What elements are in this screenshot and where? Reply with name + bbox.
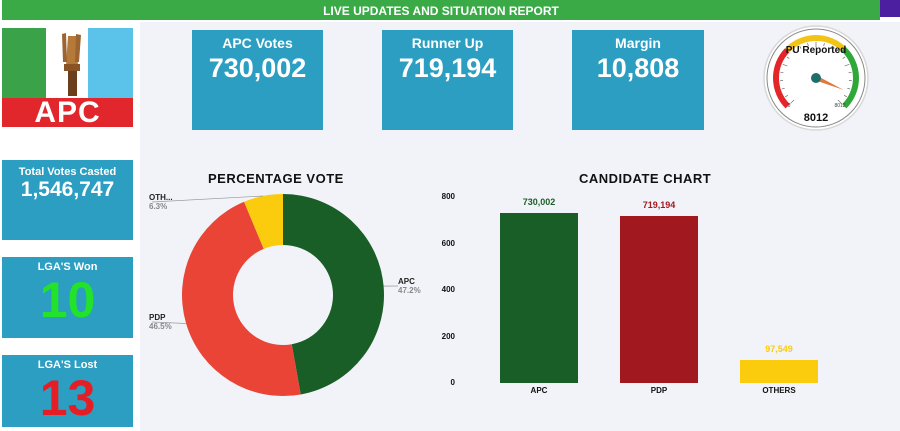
y-tick-label: 600 [441, 238, 455, 248]
x-category-label-apc: APC [530, 386, 548, 395]
pie-leader-line [151, 195, 264, 203]
gauge-tick [790, 99, 795, 104]
y-tick-label: 200 [441, 331, 455, 341]
total-votes-value: 1,546,747 [20, 178, 115, 201]
y-tick-label: 0 [450, 378, 455, 387]
logo-text: APC [2, 98, 133, 128]
bar-others [740, 360, 818, 383]
lgas-lost-card: LGA'S Lost 13 [2, 355, 133, 427]
gauge-tick [792, 50, 795, 54]
gauge-tick [807, 42, 809, 46]
gauge-hub [811, 73, 821, 83]
total-votes-label: Total Votes Casted [18, 166, 117, 178]
apc-logo: APC [2, 28, 133, 128]
gauge-tick [830, 45, 833, 49]
apc-votes-label: APC Votes [222, 35, 293, 51]
page-title: LIVE UPDATES AND SITUATION REPORT [2, 0, 880, 20]
gauge-tick [799, 45, 802, 49]
lgas-won-label: LGA'S Won [37, 261, 98, 273]
gauge-tick [837, 99, 842, 104]
gauge-needle [815, 75, 844, 90]
broom-icon [62, 33, 81, 96]
y-tick-label: 400 [441, 285, 455, 294]
gauge-tick [782, 63, 788, 67]
pie-slice-apc [283, 194, 384, 395]
gauge-tick [786, 56, 790, 59]
pie-leader-line [151, 321, 187, 324]
bar-value-label-others: 97,549 [765, 344, 793, 355]
pie-label-apc: APC 47.2% [398, 277, 421, 295]
gauge-max-label: 8012 [834, 103, 845, 109]
y-tick-label: 800 [441, 192, 455, 201]
x-category-label-pdp: PDP [650, 386, 668, 395]
gauge-tick [842, 56, 846, 59]
runner-up-card: Runner Up 719,194 [382, 30, 513, 130]
bar-apc [500, 213, 578, 383]
margin-value: 10,808 [596, 53, 680, 83]
x-category-label-others: OTHERS [762, 386, 796, 395]
lgas-lost-label: LGA'S Lost [37, 359, 98, 371]
margin-label: Margin [615, 35, 661, 51]
gauge-tick [837, 50, 840, 54]
gauge-value: 8012 [804, 112, 828, 124]
lgas-won-card: LGA'S Won 10 [2, 257, 133, 338]
gauge-title: PU Reported [786, 45, 847, 56]
pie-slice-others [244, 194, 283, 249]
apc-votes-card: APC Votes 730,002 [192, 30, 323, 130]
pie-slice-pdp [182, 201, 301, 396]
bar-value-label-apc: 730,002 [522, 197, 556, 208]
header-bar: LIVE UPDATES AND SITUATION REPORT [0, 0, 900, 22]
pu-reported-gauge: PU Reported 0 8012 8012 [763, 25, 869, 131]
gauge-tick [781, 87, 785, 90]
percentage-vote-chart [151, 194, 399, 396]
gauge-min-label: 0 [788, 103, 791, 109]
pie-label-others: OTH... 6.3% [149, 193, 173, 211]
bar-pdp [620, 215, 698, 383]
pie-label-pdp: PDP 46.5% [149, 313, 172, 331]
gauge-tick [785, 94, 789, 98]
gauge-tick [823, 42, 825, 46]
runner-up-value: 719,194 [398, 53, 497, 83]
gauge-tick [843, 94, 847, 98]
lgas-lost-value: 13 [39, 370, 96, 426]
gauge-tick [844, 63, 850, 67]
lgas-won-value: 10 [39, 272, 96, 328]
pie-chart-title: PERCENTAGE VOTE [208, 171, 344, 186]
total-votes-card: Total Votes Casted 1,546,747 [2, 160, 133, 240]
runner-up-label: Runner Up [411, 35, 484, 51]
margin-card: Margin 10,808 [572, 30, 704, 130]
apc-votes-value: 730,002 [208, 53, 307, 83]
header-accent [880, 0, 900, 17]
gauge-tick [847, 87, 851, 90]
bar-value-label-pdp: 719,194 [642, 199, 676, 210]
bar-chart-title: CANDIDATE CHART [579, 171, 712, 186]
